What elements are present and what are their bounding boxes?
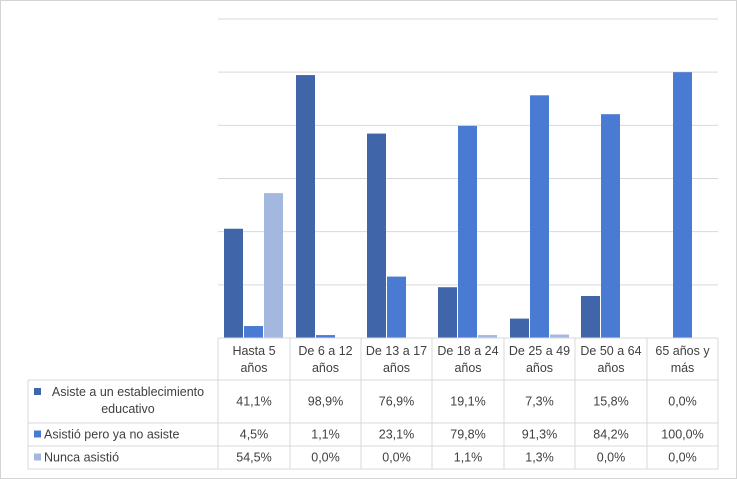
data-table: Hasta 5 años De 6 a 12 años De 13 a 17 años De… [27, 337, 719, 470]
bar [316, 335, 335, 338]
data-label: 79,8% [450, 428, 485, 442]
data-label: 41,1% [236, 395, 271, 409]
bar [224, 228, 243, 338]
data-label: 100,0% [661, 428, 703, 442]
category-label: 65 años y [655, 344, 710, 358]
data-label: 19,1% [450, 395, 485, 409]
bar [438, 287, 457, 338]
legend-swatch [34, 430, 41, 438]
data-label: 1,1% [311, 428, 340, 442]
series-name: Asiste a un establecimiento [52, 385, 204, 399]
data-label: 7,3% [525, 395, 554, 409]
series-name: Asistió pero ya no asiste [44, 428, 180, 442]
category-label: De 50 a 64 [580, 344, 641, 358]
category-label: años [312, 361, 339, 375]
bar [296, 75, 315, 339]
category-label: años [383, 361, 410, 375]
bar [581, 295, 600, 338]
data-label: 54,5% [236, 451, 271, 465]
category-label: años [454, 361, 481, 375]
category-label: años [526, 361, 553, 375]
legend-swatch [34, 453, 41, 461]
data-label: 76,9% [379, 395, 414, 409]
data-label: 1,3% [525, 451, 554, 465]
data-label: 84,2% [593, 428, 628, 442]
data-label: 0,0% [311, 451, 340, 465]
bar [367, 133, 386, 338]
series-name: Nunca asistió [44, 451, 119, 465]
bar [478, 335, 497, 338]
bar [510, 318, 529, 338]
bar [550, 334, 569, 338]
category-label: De 18 a 24 [437, 344, 498, 358]
bars [224, 72, 692, 339]
bar [458, 125, 477, 339]
category-label: Hasta 5 [232, 344, 275, 358]
bar [673, 72, 692, 339]
data-label: 91,3% [522, 428, 557, 442]
data-label: 0,0% [382, 451, 411, 465]
data-label: 98,9% [308, 395, 343, 409]
data-label: 23,1% [379, 428, 414, 442]
bar [244, 326, 263, 338]
bar [601, 114, 620, 338]
legend-swatch [34, 388, 41, 395]
bar [387, 276, 406, 338]
category-label: De 13 a 17 [366, 344, 427, 358]
data-label: 0,0% [668, 395, 697, 409]
category-label: De 25 a 49 [509, 344, 570, 358]
category-label: más [671, 361, 695, 375]
series-name: educativo [101, 402, 155, 416]
data-label: 4,5% [240, 428, 269, 442]
data-label: 0,0% [597, 451, 626, 465]
category-label: años [597, 361, 624, 375]
data-label: 1,1% [454, 451, 483, 465]
bar [264, 193, 283, 338]
data-label: 0,0% [668, 451, 697, 465]
data-label: 15,8% [593, 395, 628, 409]
bar [530, 95, 549, 339]
category-label: años [240, 361, 267, 375]
category-label: De 6 a 12 [298, 344, 352, 358]
